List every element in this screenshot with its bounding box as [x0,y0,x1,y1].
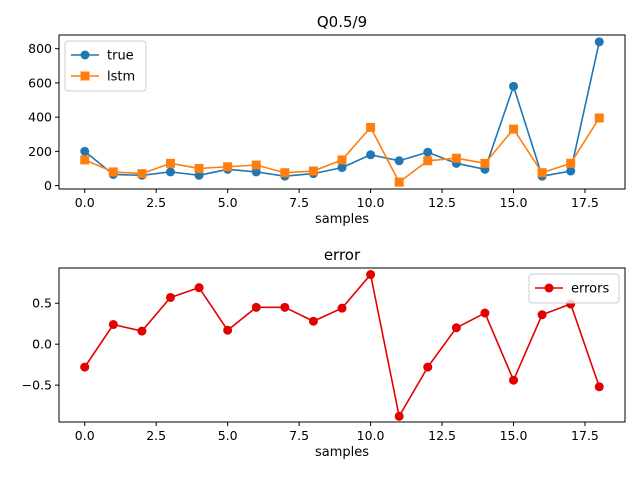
y-tick-label: 0.5 [32,296,52,311]
legend-box [528,273,620,304]
y-tick-label: 0.0 [32,337,52,352]
legend-marker-true [80,50,90,60]
data-point-lstm [394,177,404,187]
data-point-errors [108,320,118,330]
data-point-true [566,166,576,176]
data-point-lstm [223,162,233,172]
data-point-lstm [165,158,175,168]
x-tick-label: 2.5 [146,195,166,210]
x-tick-label: 17.5 [571,428,599,443]
data-point-true [594,37,604,47]
x-tick-label: 15.0 [500,195,528,210]
y-tick-label: −0.5 [22,378,52,393]
data-point-errors [80,362,90,372]
data-point-errors [165,292,175,302]
x-tick-label: 7.5 [289,195,309,210]
data-point-errors [251,302,261,312]
data-point-errors [308,316,318,326]
data-point-lstm [280,168,290,178]
x-axis-label: samples [315,212,369,227]
data-point-lstm [509,124,519,134]
data-point-lstm [366,122,376,132]
data-point-lstm [537,168,547,178]
data-point-true [509,81,519,91]
data-point-lstm [308,166,318,176]
y-tick-label: 200 [28,144,52,159]
data-point-true [337,163,347,173]
data-point-errors [394,411,404,421]
data-point-lstm [480,158,490,168]
data-point-lstm [108,167,118,177]
data-point-errors [137,326,147,336]
data-point-lstm [80,155,90,165]
legend-label-lstm: lstm [107,70,135,85]
legend-label-errors: errors [571,282,609,297]
series-line-errors [84,273,601,418]
data-point-errors [223,325,233,335]
data-point-errors [537,310,547,320]
x-axis-label: samples [315,445,369,460]
x-tick-label: 10.0 [357,428,385,443]
data-point-errors [594,382,604,392]
data-point-true [251,167,261,177]
x-tick-label: 17.5 [571,195,599,210]
x-tick-label: 7.5 [289,428,309,443]
y-tick-label: 800 [28,41,52,56]
plot-frame [58,34,626,190]
x-tick-label: 0.0 [75,195,95,210]
data-point-lstm [337,155,347,165]
legend-label-true: true [107,49,134,64]
chart-1: Q0.5/9 0.0 2.5 5.0 7.5 10.0 12.5 15.0 17.5 0 200 40… [28,13,626,227]
x-tick-label: 12.5 [428,195,456,210]
data-point-errors [423,362,433,372]
legend-marker-lstm [80,71,90,81]
data-point-errors [480,308,490,318]
chart-title: error [324,246,361,264]
data-point-errors [451,323,461,333]
chart-2: error 0.0 2.5 5.0 7.5 10.0 12.5 15.0 17.5 −0.5 0.0… [22,246,626,460]
y-tick-label: 600 [28,75,52,90]
data-point-true [366,150,376,160]
x-tick-label: 5.0 [218,195,238,210]
y-tick-label: 400 [28,110,52,125]
x-tick-label: 10.0 [357,195,385,210]
data-point-true [165,167,175,177]
chart-title: Q0.5/9 [317,13,367,31]
data-point-lstm [194,163,204,173]
plot-frame [58,267,626,423]
legend: errors [528,273,620,304]
data-point-true [80,146,90,156]
data-point-errors [194,283,204,293]
y-tick-label: 0 [44,178,52,193]
legend: true lstm [64,40,147,92]
data-point-lstm [451,153,461,163]
data-point-lstm [594,113,604,123]
x-tick-label: 5.0 [218,428,238,443]
x-tick-label: 0.0 [75,428,95,443]
data-point-errors [509,375,519,385]
data-point-errors [366,270,376,280]
data-point-lstm [137,169,147,179]
data-point-errors [337,303,347,313]
data-point-lstm [251,160,261,170]
data-point-lstm [423,156,433,166]
data-point-true [394,156,404,166]
data-point-true [423,147,433,157]
x-tick-label: 2.5 [146,428,166,443]
legend-marker-errors [544,283,554,293]
data-point-true [194,170,204,180]
data-point-lstm [566,158,576,168]
x-tick-label: 12.5 [428,428,456,443]
x-tick-label: 15.0 [500,428,528,443]
data-point-errors [280,302,290,312]
